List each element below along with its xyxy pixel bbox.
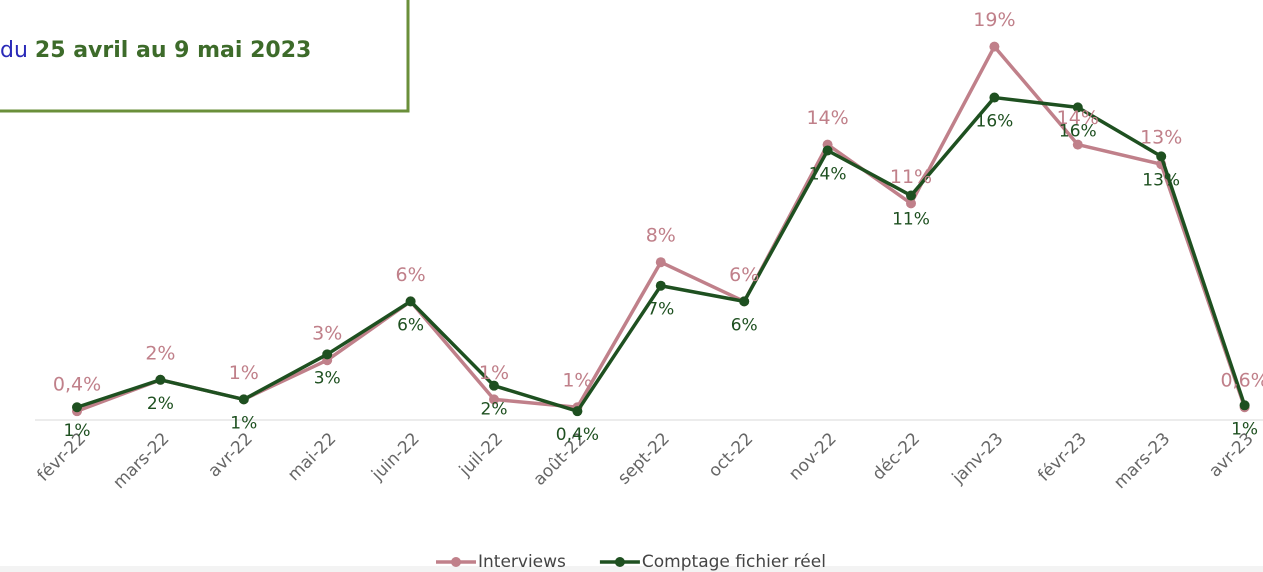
data-label: 1% bbox=[1231, 419, 1258, 439]
point bbox=[572, 406, 583, 417]
data-label: 7% bbox=[647, 300, 674, 320]
x-tick-label: sept-22 bbox=[614, 429, 674, 489]
point bbox=[906, 190, 916, 201]
legend-marker bbox=[614, 557, 625, 567]
annotation-text: 25 avril au 9 mai 2023 bbox=[35, 38, 311, 63]
data-label: 14% bbox=[1057, 107, 1099, 129]
data-label: 13% bbox=[1142, 170, 1180, 190]
data-label: 14% bbox=[809, 164, 847, 184]
data-label: 16% bbox=[976, 112, 1014, 132]
x-tick-label: févr-23 bbox=[1034, 429, 1091, 486]
data-label: 6% bbox=[397, 315, 424, 335]
x-tick-label: mai-22 bbox=[284, 429, 340, 485]
point bbox=[405, 296, 416, 307]
point bbox=[155, 374, 166, 385]
data-label: 0,4% bbox=[556, 425, 599, 445]
point bbox=[489, 380, 499, 391]
point bbox=[322, 349, 333, 360]
x-tick-label: juin-22 bbox=[367, 429, 423, 485]
legend-label: Interviews bbox=[478, 552, 566, 572]
data-label: 11% bbox=[890, 166, 932, 188]
legend-marker bbox=[451, 557, 461, 567]
x-tick-label: mars-22 bbox=[109, 429, 173, 493]
x-tick-label: mars-23 bbox=[1110, 429, 1174, 493]
data-label: 3% bbox=[314, 368, 341, 388]
x-tick-label: juil-22 bbox=[455, 429, 507, 481]
data-label: 16% bbox=[1059, 121, 1097, 141]
point bbox=[1156, 151, 1167, 162]
data-label: 13% bbox=[1140, 127, 1182, 149]
data-label: 3% bbox=[312, 323, 342, 345]
x-tick-label: janv-23 bbox=[948, 429, 1008, 489]
point bbox=[238, 394, 249, 405]
data-label: 6% bbox=[729, 264, 759, 286]
point bbox=[1072, 139, 1083, 150]
data-label: 2% bbox=[481, 400, 508, 420]
data-label: 1% bbox=[229, 362, 259, 384]
data-label: 1% bbox=[479, 362, 509, 384]
data-label: 1% bbox=[230, 413, 257, 433]
point bbox=[906, 198, 916, 209]
point bbox=[655, 280, 666, 291]
point bbox=[655, 257, 666, 268]
data-label: 2% bbox=[145, 342, 175, 364]
x-tick-label: avr-22 bbox=[204, 429, 256, 481]
annotation-box bbox=[0, 0, 410, 113]
data-label: 1% bbox=[64, 421, 91, 441]
data-label: 6% bbox=[731, 315, 758, 335]
data-label: 8% bbox=[646, 225, 676, 247]
point bbox=[72, 402, 82, 413]
data-label: 2% bbox=[147, 394, 174, 414]
legend-label: Comptage fichier réel bbox=[642, 552, 826, 572]
x-tick-label: oct-22 bbox=[705, 429, 757, 481]
point bbox=[989, 92, 1000, 103]
x-tick-label: déc-22 bbox=[869, 429, 924, 484]
point bbox=[1072, 102, 1083, 113]
annotation: du 25 avril au 9 mai 2023 bbox=[0, 38, 311, 63]
legend: Interviews Comptage fichier réel bbox=[436, 552, 826, 572]
data-label: 6% bbox=[396, 264, 426, 286]
point bbox=[739, 296, 750, 307]
data-label: 11% bbox=[892, 210, 930, 230]
point bbox=[822, 145, 833, 156]
data-label: 0,6% bbox=[1220, 370, 1263, 392]
data-label: 19% bbox=[973, 9, 1015, 31]
point bbox=[989, 41, 1000, 52]
bottom-strip bbox=[0, 566, 1263, 572]
annotation-prefix: du bbox=[0, 38, 28, 63]
data-label: 0,4% bbox=[53, 374, 101, 396]
x-tick-label: nov-22 bbox=[785, 429, 841, 485]
point bbox=[489, 394, 499, 405]
data-label: 14% bbox=[806, 107, 848, 129]
point bbox=[1239, 400, 1250, 411]
data-label: 1% bbox=[562, 370, 592, 392]
